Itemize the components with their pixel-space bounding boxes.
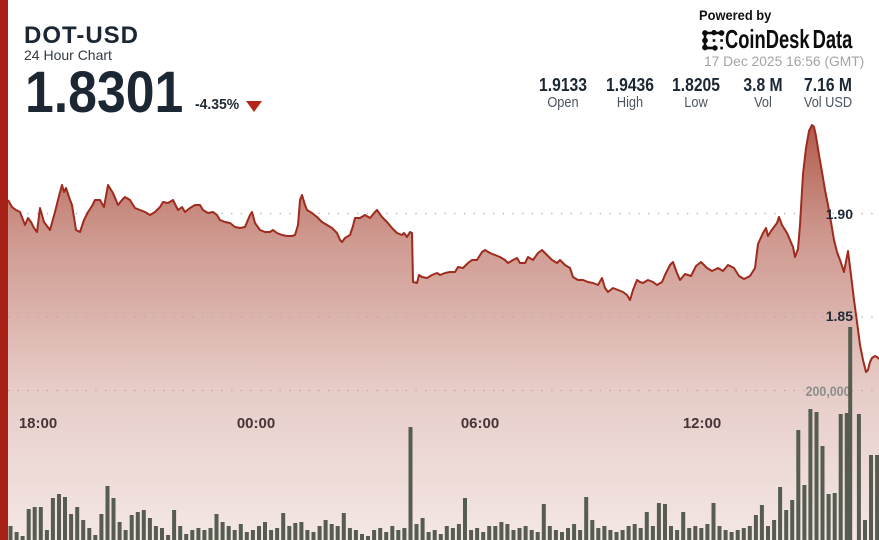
svg-text:200,000: 200,000 [806, 383, 851, 399]
